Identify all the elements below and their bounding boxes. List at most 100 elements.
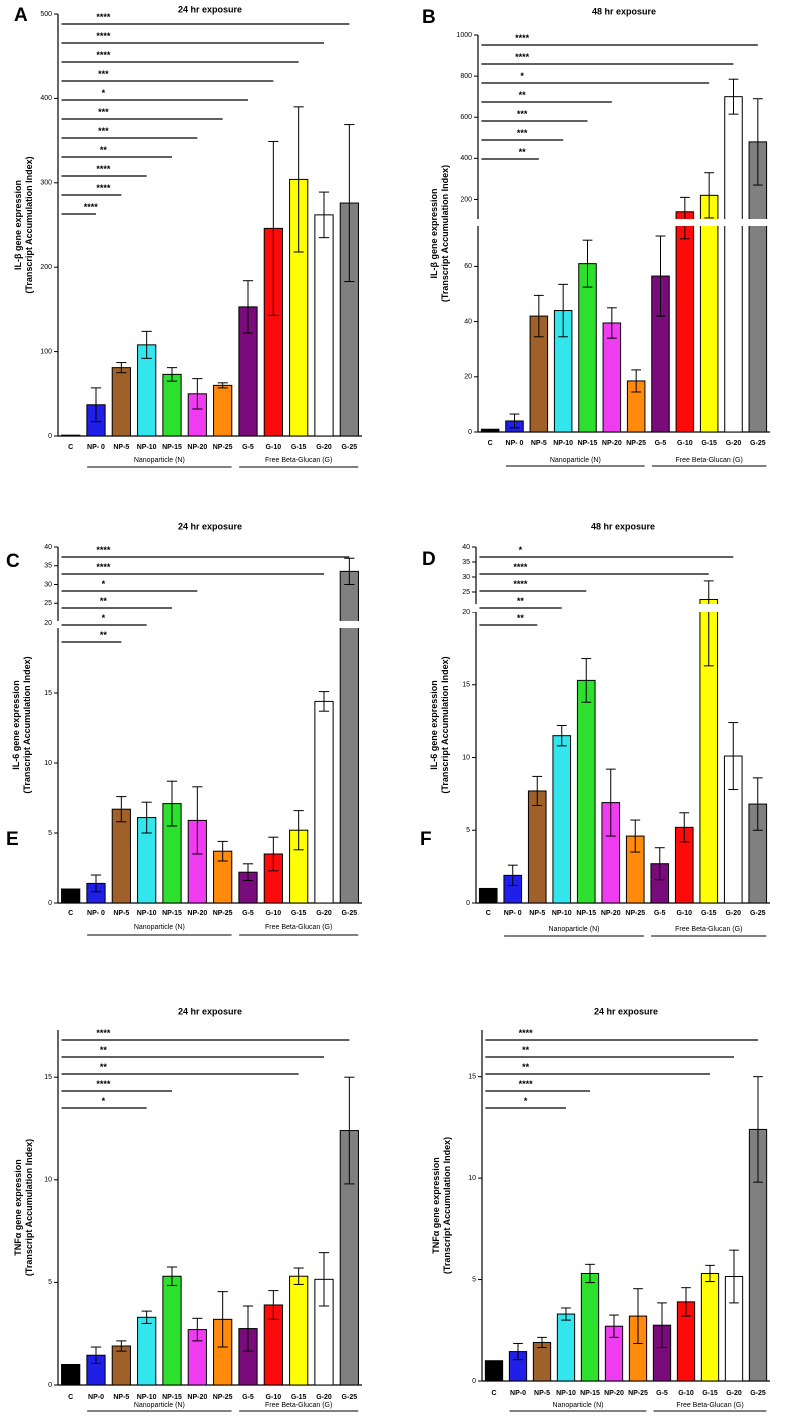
- x-tick-label: NP-20: [187, 444, 207, 451]
- x-tick-label: NP-15: [162, 910, 182, 917]
- significance-label: ****: [96, 31, 111, 41]
- x-tick-label: NP-5: [529, 910, 545, 917]
- bar-np-10: [552, 735, 572, 904]
- significance-label: **: [517, 596, 525, 606]
- bar-c: [61, 888, 81, 904]
- x-tick-label: G-15: [291, 910, 307, 917]
- chart-panel-c: C 24 hr exposure IL-6 gene expression (Tran…: [6, 521, 366, 936]
- x-tick-label: G-25: [342, 444, 358, 451]
- bar-g-15: [289, 1275, 309, 1386]
- bar-np-10: [556, 1313, 576, 1382]
- bar-np-5: [527, 790, 547, 904]
- significance-label: **: [517, 613, 525, 623]
- x-tick-label: G-5: [654, 910, 666, 917]
- y-axis-label: (Transcript Accumulation Index): [22, 656, 32, 793]
- y-tick-label: 25: [44, 600, 52, 607]
- chart-title: 48 hr exposure: [591, 521, 655, 531]
- chart-title: 24 hr exposure: [178, 4, 242, 14]
- bar-np-15: [578, 263, 597, 433]
- y-tick-label: 30: [462, 574, 470, 581]
- x-tick-label: NP-20: [602, 440, 622, 447]
- significance-label: ****: [96, 1079, 111, 1089]
- significance-label: **: [100, 1045, 108, 1055]
- x-tick-label: NP-20: [187, 910, 207, 917]
- group-label: Free Beta-Glucan (G): [265, 1402, 332, 1409]
- bar-c: [61, 1363, 81, 1386]
- significance-label: ****: [519, 1028, 534, 1038]
- y-tick-label: 0: [48, 433, 52, 440]
- x-tick-label: NP-20: [601, 910, 621, 917]
- significance-label: ****: [513, 562, 528, 572]
- y-tick-label: 5: [466, 827, 470, 834]
- x-tick-label: G-5: [656, 1390, 668, 1397]
- y-tick-label: 35: [44, 563, 52, 570]
- x-tick-label: G-15: [702, 1390, 718, 1397]
- significance-label: **: [519, 90, 527, 100]
- x-tick-label: NP-25: [213, 1394, 233, 1401]
- y-tick-label: 800: [460, 73, 472, 80]
- x-tick-label: C: [491, 1390, 496, 1397]
- x-tick-label: NP-10: [552, 910, 572, 917]
- y-tick-label: 15: [462, 682, 470, 689]
- x-tick-label: NP-15: [162, 444, 182, 451]
- axis-break-gap: [470, 604, 774, 612]
- significance-label: **: [100, 596, 108, 606]
- x-tick-label: G-10: [266, 444, 282, 451]
- group-label: Free Beta-Glucan (G): [676, 457, 743, 464]
- y-tick-label: 15: [44, 690, 52, 697]
- x-tick-label: G-20: [726, 440, 742, 447]
- group-label: Nanoparticle (N): [550, 457, 601, 464]
- axis-break-gap: [52, 621, 366, 628]
- bar-np-15: [580, 1272, 600, 1382]
- group-label: Free Beta-Glucan (G): [675, 926, 742, 933]
- x-tick-label: NP-25: [628, 1390, 648, 1397]
- x-tick-label: G-10: [266, 910, 282, 917]
- significance-label: ****: [96, 545, 111, 555]
- significance-label: ***: [517, 109, 528, 119]
- y-axis-label: TNFα gene expression: [431, 1157, 441, 1254]
- y-tick-label: 40: [464, 318, 472, 325]
- significance-label: ****: [513, 579, 528, 589]
- x-tick-label: NP-10: [137, 444, 157, 451]
- x-tick-label: NP-25: [213, 444, 233, 451]
- bar-g-15: [699, 194, 719, 433]
- x-tick-label: NP-5: [113, 910, 129, 917]
- x-tick-label: NP-10: [556, 1390, 576, 1397]
- x-tick-label: G-25: [342, 1394, 358, 1401]
- x-tick-label: NP-20: [604, 1390, 624, 1397]
- x-tick-label: NP-0: [510, 1390, 526, 1397]
- significance-label: ****: [515, 52, 530, 62]
- x-tick-label: C: [68, 1394, 73, 1401]
- significance-label: ***: [98, 107, 109, 117]
- significance-label: *: [519, 545, 523, 555]
- bar-c: [480, 428, 500, 433]
- y-tick-label: 0: [48, 1382, 52, 1389]
- panel-letter: C: [6, 551, 20, 572]
- y-tick-label: 200: [40, 264, 52, 271]
- group-label: Free Beta-Glucan (G): [265, 924, 332, 931]
- bar-g-15: [700, 1272, 720, 1382]
- group-label: Nanoparticle (N): [134, 457, 185, 464]
- y-tick-label: 20: [464, 374, 472, 381]
- chart-panel-d: D 48 hr exposure IL-6 gene expression (Tran…: [422, 521, 774, 937]
- significance-label: **: [522, 1045, 530, 1055]
- x-tick-label: NP-20: [187, 1394, 207, 1401]
- x-tick-label: NP-5: [534, 1390, 550, 1397]
- x-tick-label: NP- 0: [504, 910, 522, 917]
- significance-label: *: [102, 1096, 106, 1106]
- x-tick-label: C: [488, 440, 493, 447]
- bar-g-20: [314, 214, 334, 437]
- y-tick-label: 5: [48, 1279, 52, 1286]
- x-tick-label: G-15: [291, 444, 307, 451]
- y-tick-label: 15: [44, 1074, 52, 1081]
- significance-label: ***: [98, 126, 109, 136]
- x-tick-label: G-25: [342, 910, 358, 917]
- significance-label: **: [100, 630, 108, 640]
- x-tick-label: NP- 0: [87, 910, 105, 917]
- significance-label: ***: [517, 128, 528, 138]
- bar-np-10: [137, 1316, 157, 1386]
- y-axis-label: (Transcript Accumulation Index): [440, 656, 450, 793]
- significance-label: *: [520, 71, 524, 81]
- y-tick-label: 15: [468, 1074, 476, 1081]
